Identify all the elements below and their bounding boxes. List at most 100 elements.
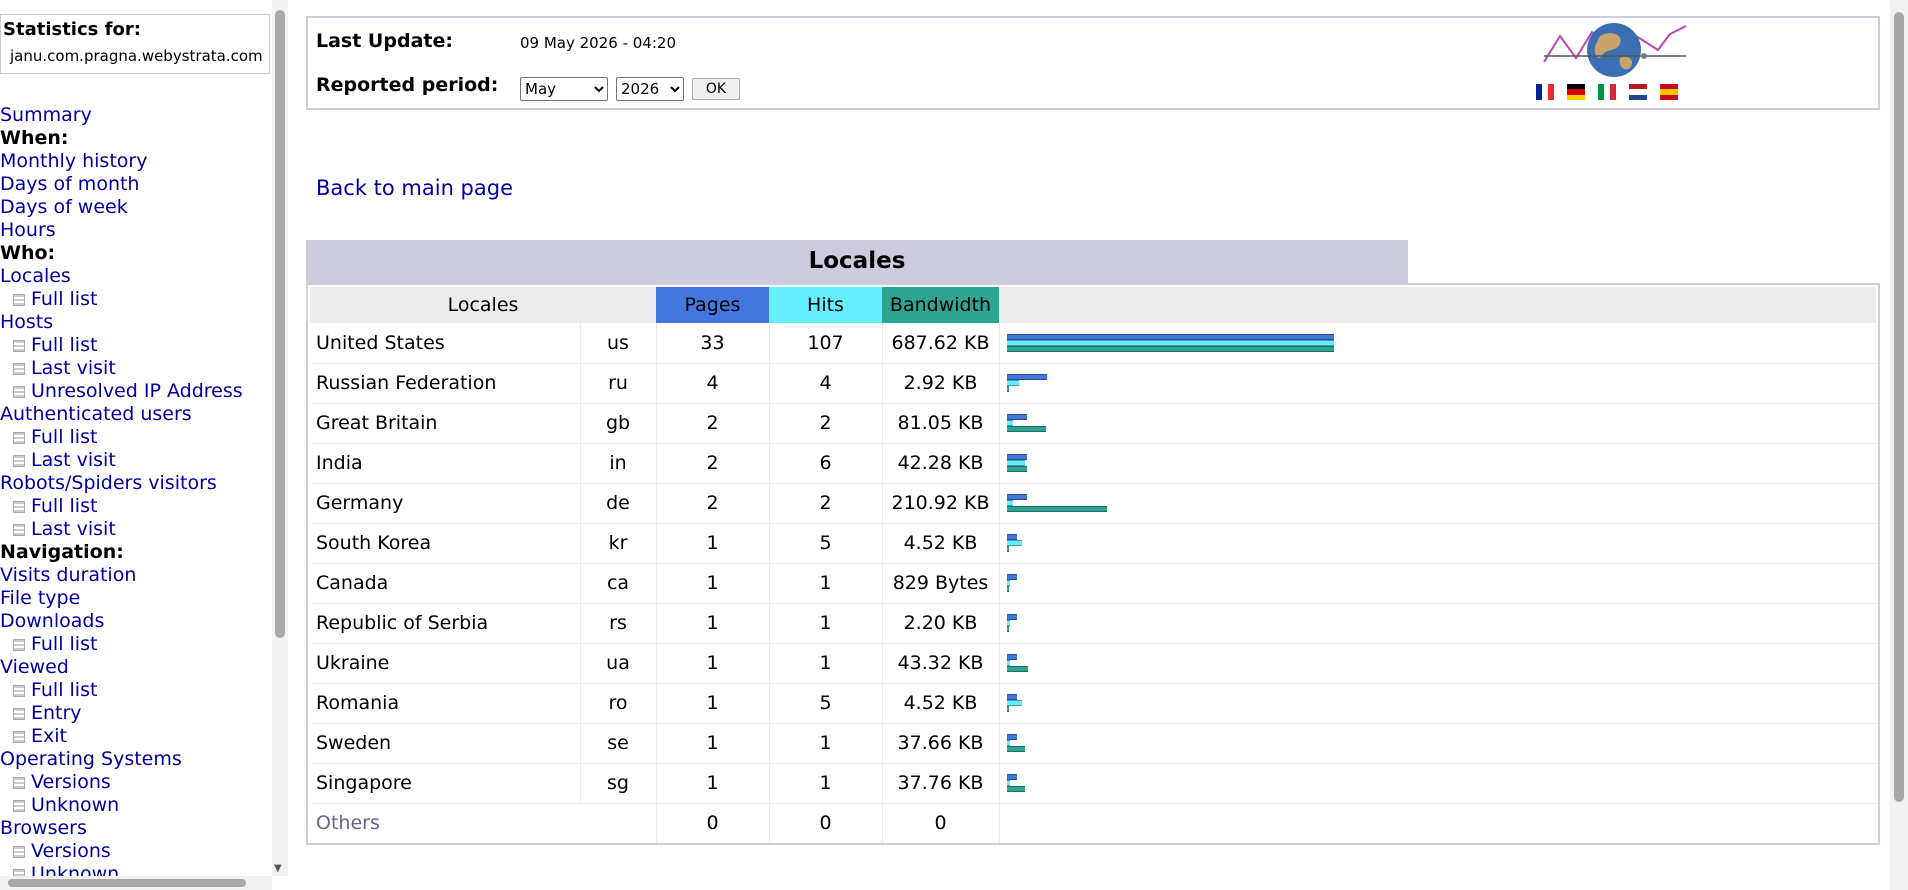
menu-link[interactable]: Visits duration bbox=[0, 564, 137, 586]
menu-link[interactable]: Days of month bbox=[0, 173, 140, 195]
main-scroll-thumb[interactable] bbox=[1894, 12, 1904, 802]
menu-row[interactable]: Full list bbox=[0, 679, 243, 702]
menu-row[interactable]: Full list bbox=[0, 334, 243, 357]
main-vertical-scrollbar[interactable] bbox=[1890, 0, 1908, 890]
column-divider bbox=[999, 323, 1000, 363]
submenu-link[interactable]: Full list bbox=[31, 426, 98, 448]
menu-link[interactable]: Locales bbox=[0, 265, 71, 287]
menu-link[interactable]: Summary bbox=[0, 104, 92, 126]
menu-row[interactable]: Viewed bbox=[0, 656, 243, 679]
menu-row[interactable]: Robots/Spiders visitors bbox=[0, 472, 243, 495]
french-flag-icon[interactable] bbox=[1536, 84, 1554, 100]
menu-row[interactable]: Last visit bbox=[0, 357, 243, 380]
submenu-link[interactable]: Full list bbox=[31, 495, 98, 517]
menu-row[interactable]: Hosts bbox=[0, 311, 243, 334]
pages-bar bbox=[1007, 334, 1334, 340]
menu-row[interactable]: Full list bbox=[0, 633, 243, 656]
menu-row[interactable]: Last visit bbox=[0, 449, 243, 472]
menu-row[interactable]: Browsers bbox=[0, 817, 243, 840]
menu-row[interactable]: Last visit bbox=[0, 518, 243, 541]
ok-button[interactable]: OK bbox=[692, 78, 740, 100]
menu-row[interactable]: Locales bbox=[0, 265, 243, 288]
submenu-link[interactable]: Last visit bbox=[31, 449, 116, 471]
menu-row[interactable]: Unknown bbox=[0, 794, 243, 817]
submenu-link[interactable]: Full list bbox=[31, 288, 98, 310]
menu-link[interactable]: Operating Systems bbox=[0, 748, 182, 770]
menu-link[interactable]: Viewed bbox=[0, 656, 69, 678]
menu-section-heading: When: bbox=[0, 127, 69, 149]
menu-link[interactable]: Downloads bbox=[0, 610, 105, 632]
menu-vertical-scrollbar[interactable]: ▼ bbox=[272, 0, 288, 876]
menu-row[interactable]: Operating Systems bbox=[0, 748, 243, 771]
pages-value: 33 bbox=[700, 332, 725, 354]
bandwidth-value: 37.76 KB bbox=[897, 772, 984, 794]
menu-row[interactable]: Hours bbox=[0, 219, 243, 242]
menu-link[interactable]: Robots/Spiders visitors bbox=[0, 472, 217, 494]
menu-link[interactable]: File type bbox=[0, 587, 81, 609]
column-divider bbox=[769, 403, 770, 443]
submenu-link[interactable]: Last visit bbox=[31, 357, 116, 379]
column-divider bbox=[882, 723, 883, 763]
submenu-link[interactable]: Full list bbox=[31, 334, 98, 356]
column-divider bbox=[999, 483, 1000, 523]
column-divider bbox=[769, 803, 770, 843]
submenu-link[interactable]: Last visit bbox=[31, 518, 116, 540]
submenu-link[interactable]: Full list bbox=[31, 679, 98, 701]
menu-row[interactable]: Downloads bbox=[0, 610, 243, 633]
menu-horizontal-scrollbar[interactable] bbox=[0, 876, 272, 890]
menu-row[interactable]: Unknown bbox=[0, 863, 243, 876]
menu-link[interactable]: Days of week bbox=[0, 196, 128, 218]
scroll-down-arrow-icon[interactable]: ▼ bbox=[274, 863, 282, 874]
month-select[interactable]: May bbox=[520, 77, 608, 101]
locales-table: Locales Pages Hits Bandwidth United Stat… bbox=[306, 283, 1880, 845]
country-code: us bbox=[607, 332, 629, 354]
menu-row[interactable]: Days of month bbox=[0, 173, 243, 196]
pages-bar bbox=[1007, 734, 1017, 740]
globe-logo-icon[interactable] bbox=[1540, 22, 1690, 78]
menu-row[interactable]: Summary bbox=[0, 104, 243, 127]
menu-scroll-thumb[interactable] bbox=[275, 10, 285, 638]
submenu-link[interactable]: Unknown bbox=[31, 794, 120, 816]
pages-bar bbox=[1007, 654, 1017, 660]
menu-row[interactable]: Monthly history bbox=[0, 150, 243, 173]
dutch-flag-icon[interactable] bbox=[1629, 84, 1647, 100]
menu-row[interactable]: Exit bbox=[0, 725, 243, 748]
pages-value: 1 bbox=[706, 652, 719, 674]
back-to-main-page-link[interactable]: Back to main page bbox=[316, 176, 514, 200]
menu-link[interactable]: Hours bbox=[0, 219, 56, 241]
menu-link[interactable]: Monthly history bbox=[0, 150, 148, 172]
menu-row[interactable]: Versions bbox=[0, 771, 243, 794]
menu-row[interactable]: File type bbox=[0, 587, 243, 610]
submenu-bullet-icon bbox=[13, 501, 25, 513]
submenu-link[interactable]: Versions bbox=[31, 771, 111, 793]
menu-link[interactable]: Hosts bbox=[0, 311, 54, 333]
menu-row[interactable]: Unresolved IP Address bbox=[0, 380, 243, 403]
spanish-flag-icon[interactable] bbox=[1660, 84, 1678, 100]
italian-flag-icon[interactable] bbox=[1598, 84, 1616, 100]
country-code: kr bbox=[608, 532, 628, 554]
bandwidth-value: 43.32 KB bbox=[897, 652, 984, 674]
bandwidth-value: 2.20 KB bbox=[903, 612, 978, 634]
menu-row[interactable]: Authenticated users bbox=[0, 403, 243, 426]
menu-row[interactable]: Full list bbox=[0, 426, 243, 449]
menu-link[interactable]: Authenticated users bbox=[0, 403, 192, 425]
menu-row[interactable]: Visits duration bbox=[0, 564, 243, 587]
german-flag-icon[interactable] bbox=[1567, 84, 1585, 100]
menu-row[interactable]: Full list bbox=[0, 288, 243, 311]
others-label: Others bbox=[316, 812, 380, 834]
submenu-link[interactable]: Exit bbox=[31, 725, 67, 747]
year-select[interactable]: 2026 bbox=[616, 77, 684, 101]
menu-row[interactable]: Versions bbox=[0, 840, 243, 863]
bandwidth-bar bbox=[1007, 546, 1009, 552]
hits-bar bbox=[1007, 580, 1010, 586]
submenu-link[interactable]: Unresolved IP Address bbox=[31, 380, 243, 402]
submenu-link[interactable]: Entry bbox=[31, 702, 82, 724]
submenu-link[interactable]: Full list bbox=[31, 633, 98, 655]
menu-hscroll-thumb[interactable] bbox=[8, 879, 246, 887]
submenu-link[interactable]: Unknown bbox=[31, 863, 120, 876]
menu-row[interactable]: Full list bbox=[0, 495, 243, 518]
menu-row[interactable]: Days of week bbox=[0, 196, 243, 219]
menu-link[interactable]: Browsers bbox=[0, 817, 87, 839]
menu-row[interactable]: Entry bbox=[0, 702, 243, 725]
submenu-link[interactable]: Versions bbox=[31, 840, 111, 862]
